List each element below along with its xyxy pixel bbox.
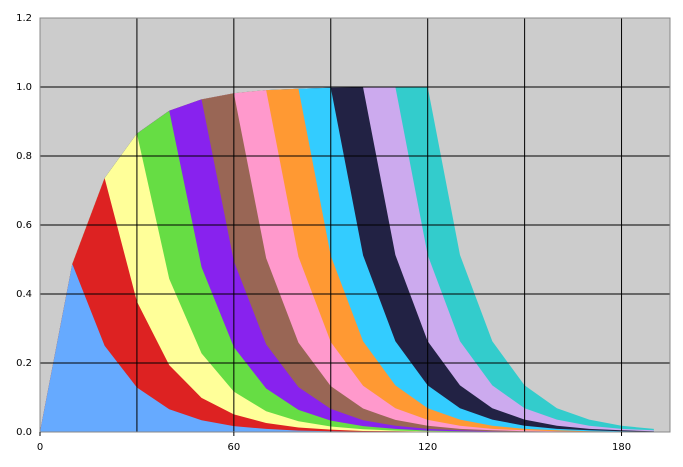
y-tick-label: 0.6: [16, 220, 32, 231]
x-tick-label: 60: [227, 442, 240, 453]
y-tick-label: 1.0: [16, 82, 32, 93]
y-tick-label: 0.2: [16, 358, 32, 369]
area: [40, 263, 654, 432]
x-tick-label: 120: [418, 442, 437, 453]
x-tick-label: 180: [612, 442, 631, 453]
plot-border: [39, 17, 671, 433]
y-tick-label: 0.4: [16, 289, 32, 300]
y-tick-label: 1.2: [16, 13, 32, 24]
area: [40, 133, 654, 432]
y-tick-label: 0.0: [16, 427, 32, 438]
y-tick-label: 0.8: [16, 151, 32, 162]
x-tick-label: 0: [37, 442, 43, 453]
